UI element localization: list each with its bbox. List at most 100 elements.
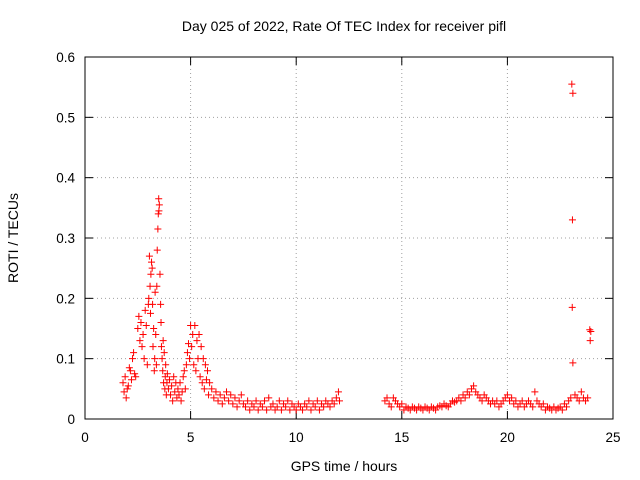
- data-point: [258, 403, 266, 411]
- data-point: [164, 385, 172, 393]
- data-point: [577, 388, 585, 396]
- x-tick-label: 25: [605, 430, 620, 445]
- data-point: [202, 376, 210, 384]
- data-point: [145, 294, 153, 302]
- data-point: [246, 406, 254, 414]
- data-point: [512, 397, 520, 405]
- data-point: [205, 391, 213, 399]
- data-point: [151, 355, 159, 363]
- data-point: [398, 400, 406, 408]
- data-point: [208, 385, 216, 393]
- data-point: [330, 400, 338, 408]
- data-point: [157, 318, 165, 326]
- data-point: [210, 394, 218, 402]
- data-point: [199, 355, 207, 363]
- data-point: [158, 355, 166, 363]
- data-point: [153, 282, 161, 290]
- data-point: [162, 361, 170, 369]
- data-point: [134, 325, 142, 332]
- data-point: [320, 403, 328, 411]
- data-point: [151, 288, 159, 296]
- grid-lines: [85, 57, 613, 419]
- data-point: [569, 359, 577, 367]
- data-point: [305, 397, 313, 405]
- data-point: [126, 367, 134, 375]
- data-point: [150, 325, 158, 332]
- data-point: [141, 306, 149, 314]
- data-point: [315, 406, 323, 414]
- data-point: [192, 367, 200, 375]
- data-point: [303, 403, 311, 411]
- data-point: [130, 349, 138, 357]
- data-point: [184, 340, 192, 348]
- data-point: [231, 394, 239, 402]
- data-point: [242, 403, 250, 411]
- data-point: [269, 400, 277, 408]
- data-point: [180, 367, 188, 375]
- x-axis-label: GPS time / hours: [291, 458, 398, 474]
- data-point: [584, 394, 592, 402]
- data-point: [181, 385, 189, 393]
- data-point: [142, 321, 150, 329]
- y-tick-label: 0.3: [56, 231, 75, 246]
- data-point: [193, 337, 201, 345]
- data-point: [135, 312, 143, 320]
- data-point: [201, 361, 209, 369]
- data-point: [244, 397, 252, 405]
- data-point: [200, 385, 208, 393]
- y-tick-label: 0.2: [56, 291, 75, 306]
- data-point: [252, 397, 260, 405]
- data-point: [237, 391, 245, 399]
- data-point: [149, 343, 157, 351]
- data-point: [218, 400, 226, 408]
- data-point: [159, 337, 167, 345]
- data-point: [149, 300, 157, 308]
- data-point: [119, 379, 127, 387]
- y-tick-label: 0.1: [56, 352, 75, 367]
- data-point: [163, 370, 171, 378]
- data-point: [461, 394, 469, 402]
- data-point: [157, 300, 165, 308]
- data-point: [326, 403, 334, 411]
- x-tick-label: 0: [81, 430, 89, 445]
- data-point: [568, 80, 576, 88]
- data-point: [568, 216, 576, 224]
- data-point: [138, 343, 146, 351]
- data-point: [129, 355, 137, 363]
- data-point: [206, 379, 214, 387]
- data-point: [152, 331, 160, 339]
- data-point: [457, 397, 465, 405]
- y-tick-label: 0.6: [56, 50, 75, 65]
- axis-ticks: 0 5 10 15 20 25 0 0.1 0.2 0.3 0.4 0.5 0.6: [56, 50, 620, 445]
- data-point: [493, 397, 501, 405]
- data-point: [191, 321, 199, 329]
- data-point: [229, 400, 237, 408]
- data-point: [177, 397, 185, 405]
- data-point: [531, 388, 539, 396]
- data-point: [152, 361, 160, 369]
- data-point: [123, 385, 131, 393]
- data-point: [169, 397, 177, 405]
- data-point: [587, 328, 595, 336]
- data-point: [383, 394, 391, 402]
- data-point: [179, 373, 187, 381]
- data-point: [155, 195, 163, 203]
- data-point: [147, 270, 155, 278]
- data-point: [168, 382, 176, 390]
- data-point: [286, 406, 294, 414]
- data-point: [122, 394, 130, 402]
- data-point: [171, 388, 179, 396]
- data-point: [160, 349, 168, 357]
- data-point: [165, 376, 173, 384]
- data-point: [124, 382, 132, 390]
- data-point: [195, 331, 203, 339]
- data-point: [216, 391, 224, 399]
- data-point: [529, 403, 537, 411]
- data-point: [313, 397, 321, 405]
- data-point: [478, 397, 486, 405]
- data-point: [175, 391, 183, 399]
- data-point: [292, 406, 300, 414]
- data-point: [145, 252, 153, 260]
- y-tick-label: 0.5: [56, 110, 75, 125]
- data-point: [137, 318, 145, 326]
